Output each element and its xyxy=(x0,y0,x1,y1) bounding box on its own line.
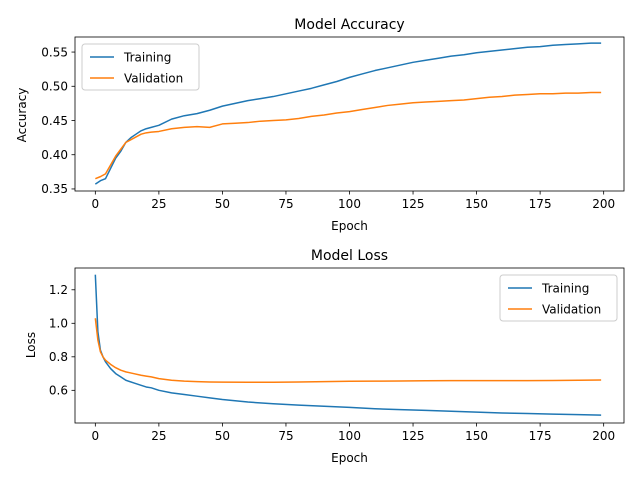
accuracy-x-tick-label: 150 xyxy=(465,197,488,211)
accuracy-x-axis-label: Epoch xyxy=(331,219,368,233)
accuracy-y-tick-label: 0.50 xyxy=(41,80,68,94)
accuracy-legend: Training Validation xyxy=(81,43,200,91)
accuracy-x-tick-label: 100 xyxy=(338,197,361,211)
loss-y-tick-label: 0.6 xyxy=(49,384,68,398)
accuracy-series-validation-line xyxy=(95,91,602,180)
loss-x-axis-label: Epoch xyxy=(331,451,368,465)
loss-y-axis-label: Loss xyxy=(24,332,38,358)
loss-legend-label-training: Training xyxy=(541,282,589,296)
loss-x-tick-label: 125 xyxy=(402,429,425,443)
loss-x-tick-label: 200 xyxy=(592,429,615,443)
loss-legend: Training Validation xyxy=(499,274,618,322)
accuracy-series-training-line xyxy=(94,42,602,185)
loss-series-training-line xyxy=(94,274,602,416)
accuracy-x-tick-label: 200 xyxy=(592,197,615,211)
accuracy-x-tick-label: 0 xyxy=(92,197,100,211)
loss-x-tick-label: 0 xyxy=(92,429,100,443)
loss-x-tick-label: 75 xyxy=(278,429,293,443)
loss-x-tick-label: 50 xyxy=(215,429,230,443)
loss-chart: Model Loss Epoch Loss 0 25 50 75 100 125 150 17… xyxy=(24,248,625,465)
accuracy-x-tick-label: 125 xyxy=(402,197,425,211)
accuracy-y-tick-label: 0.40 xyxy=(41,148,68,162)
accuracy-legend-label-training: Training xyxy=(123,51,171,65)
loss-x-tick-label: 175 xyxy=(529,429,552,443)
accuracy-x-tick-label: 175 xyxy=(529,197,552,211)
accuracy-y-axis-label: Accuracy xyxy=(15,88,29,143)
loss-y-tick-label: 1.2 xyxy=(49,283,68,297)
loss-series-validation-line xyxy=(94,318,602,384)
accuracy-chart-title: Model Accuracy xyxy=(294,17,404,33)
accuracy-y-tick-label: 0.35 xyxy=(41,182,68,196)
loss-x-tick-label: 150 xyxy=(465,429,488,443)
accuracy-x-tick-label: 50 xyxy=(215,197,230,211)
loss-x-tick-label: 25 xyxy=(151,429,166,443)
loss-legend-label-validation: Validation xyxy=(542,303,601,317)
loss-chart-title: Model Loss xyxy=(311,248,388,264)
accuracy-y-tick-label: 0.45 xyxy=(41,114,68,128)
accuracy-legend-label-validation: Validation xyxy=(124,72,183,86)
accuracy-y-tick-label: 0.55 xyxy=(41,45,68,59)
loss-y-tick-label: 0.8 xyxy=(49,350,68,364)
loss-y-tick-label: 1.0 xyxy=(49,317,68,331)
accuracy-chart: Model Accuracy Epoch Accuracy 0 25 50 75 100… xyxy=(15,17,625,233)
loss-x-tick-label: 100 xyxy=(338,429,361,443)
accuracy-x-tick-label: 25 xyxy=(151,197,166,211)
accuracy-x-tick-label: 75 xyxy=(278,197,293,211)
